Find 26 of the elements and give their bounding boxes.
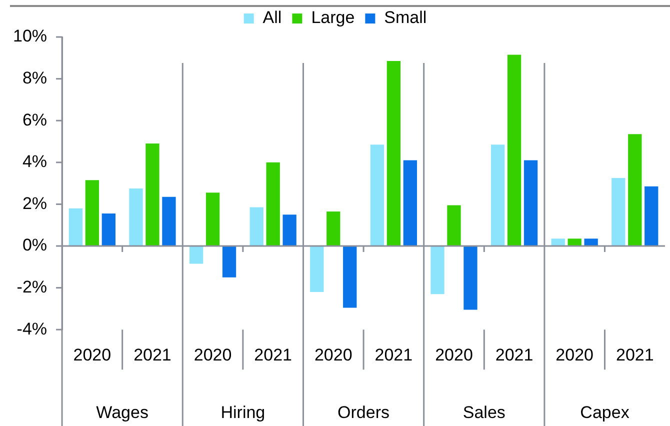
x-tick-label: 2021	[616, 345, 654, 364]
legend-label: Small	[384, 8, 427, 28]
x-tick-label: 2021	[495, 345, 534, 364]
y-tick-label: -2%	[16, 277, 48, 296]
x-tick-label: 2020	[435, 345, 473, 364]
x-tick-label: 2021	[374, 345, 413, 364]
legend-label: All	[262, 8, 282, 28]
x-tick-label: 2021	[134, 345, 172, 364]
legend-label: Large	[311, 8, 355, 28]
y-tick-label: 10%	[12, 26, 48, 46]
y-tick-label: 4%	[22, 152, 48, 172]
y-tick-label: 6%	[22, 110, 48, 130]
y-tick-label: -4%	[16, 319, 48, 338]
y-tick-label: 8%	[22, 68, 48, 88]
text: Hiring	[220, 403, 266, 422]
text: Capex	[580, 403, 630, 422]
text: Orders	[338, 403, 390, 422]
text: Sales	[462, 403, 506, 422]
x-tick-label: 2020	[556, 345, 594, 364]
x-tick-label: 2021	[254, 345, 292, 364]
y-tick-label: 0%	[22, 236, 48, 255]
x-tick-label: 2020	[314, 345, 352, 364]
x-tick-label: 2020	[194, 345, 232, 364]
text: Wages	[96, 403, 148, 422]
y-tick-label: 2%	[22, 194, 48, 213]
x-tick-label: 2020	[73, 345, 112, 364]
